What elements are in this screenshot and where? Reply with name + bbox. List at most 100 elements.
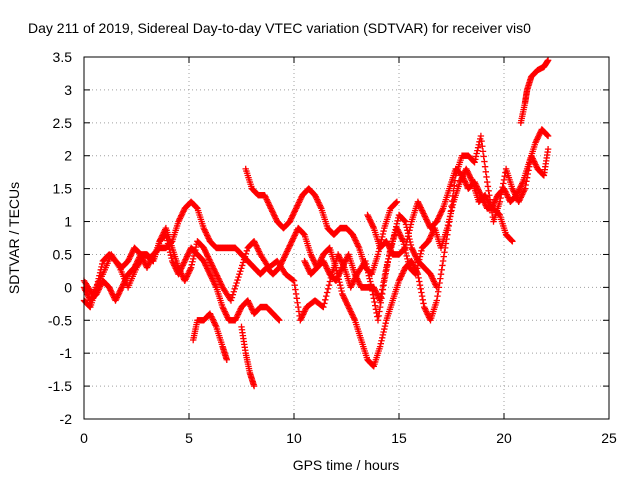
data-point bbox=[521, 185, 529, 192]
data-point bbox=[250, 238, 258, 245]
data-point bbox=[382, 268, 389, 275]
y-tick-label: 2.5 bbox=[53, 115, 73, 131]
data-point bbox=[337, 268, 344, 276]
data-point bbox=[344, 300, 351, 308]
data-point bbox=[219, 303, 226, 311]
data-point bbox=[339, 262, 347, 270]
data-point bbox=[183, 274, 190, 282]
data-point bbox=[217, 279, 224, 287]
data-point bbox=[181, 257, 188, 265]
data-point bbox=[311, 258, 318, 265]
data-point bbox=[409, 246, 416, 253]
data-point bbox=[200, 244, 207, 252]
data-point bbox=[491, 197, 499, 205]
data-point bbox=[474, 144, 482, 151]
data-point bbox=[118, 284, 125, 291]
data-point bbox=[418, 289, 425, 296]
data-point bbox=[339, 264, 346, 271]
data-point bbox=[208, 313, 215, 320]
data-point bbox=[297, 196, 304, 203]
x-tick-label: 15 bbox=[391, 430, 407, 446]
data-point bbox=[418, 292, 426, 300]
data-point bbox=[162, 231, 170, 238]
data-point bbox=[324, 285, 332, 293]
x-tick-label: 20 bbox=[496, 430, 512, 446]
data-point bbox=[232, 282, 239, 290]
data-point bbox=[411, 251, 419, 259]
data-point bbox=[315, 199, 322, 206]
data-point bbox=[313, 264, 321, 271]
data-point bbox=[400, 267, 408, 274]
data-point bbox=[510, 188, 517, 195]
data-point bbox=[192, 203, 200, 211]
data-point bbox=[505, 194, 512, 201]
data-point bbox=[367, 217, 374, 225]
data-point bbox=[430, 276, 437, 284]
data-point bbox=[403, 252, 410, 260]
data-point bbox=[459, 173, 466, 181]
data-point bbox=[114, 292, 121, 300]
data-point bbox=[289, 236, 296, 244]
data-point bbox=[463, 181, 470, 188]
data-point bbox=[371, 298, 378, 306]
data-point bbox=[521, 186, 528, 194]
data-point bbox=[255, 248, 263, 255]
data-point bbox=[347, 308, 354, 315]
data-point bbox=[304, 263, 311, 271]
data-point bbox=[267, 203, 274, 211]
data-point bbox=[222, 311, 230, 318]
data-point bbox=[323, 292, 330, 300]
data-point bbox=[266, 202, 273, 209]
data-point bbox=[275, 316, 282, 323]
data-point bbox=[238, 265, 245, 272]
data-point bbox=[132, 261, 139, 268]
data-point bbox=[201, 259, 208, 266]
data-point bbox=[276, 264, 283, 271]
data-point bbox=[481, 163, 489, 170]
data-point bbox=[423, 309, 431, 317]
data-point bbox=[544, 132, 552, 140]
y-tick-label: 0 bbox=[64, 279, 72, 295]
data-point bbox=[119, 282, 126, 290]
data-point bbox=[424, 311, 431, 318]
data-point bbox=[192, 243, 200, 251]
data-point bbox=[94, 278, 102, 285]
data-point bbox=[86, 303, 93, 310]
data-point bbox=[264, 199, 272, 206]
data-point bbox=[94, 287, 102, 295]
data-point bbox=[106, 285, 114, 293]
data-point bbox=[307, 251, 314, 258]
data-point bbox=[290, 209, 298, 216]
data-point bbox=[392, 226, 399, 233]
data-point bbox=[253, 242, 260, 249]
data-point bbox=[239, 259, 247, 266]
data-point bbox=[353, 240, 361, 247]
data-point bbox=[149, 257, 156, 264]
data-point bbox=[472, 153, 480, 160]
data-point bbox=[178, 265, 185, 272]
data-point bbox=[381, 275, 388, 282]
data-point bbox=[300, 309, 307, 317]
data-point bbox=[203, 230, 210, 238]
data-point bbox=[528, 153, 536, 161]
data-point bbox=[478, 193, 485, 200]
data-point bbox=[378, 290, 385, 297]
data-point bbox=[281, 254, 288, 261]
data-point bbox=[99, 260, 106, 268]
data-point bbox=[411, 250, 418, 257]
data-point bbox=[141, 258, 148, 265]
data-point bbox=[314, 262, 321, 270]
data-point bbox=[415, 200, 422, 207]
data-point bbox=[206, 269, 213, 276]
data-point bbox=[113, 294, 121, 301]
data-point bbox=[108, 290, 116, 297]
data-point bbox=[383, 238, 390, 245]
data-point bbox=[168, 238, 175, 246]
data-point bbox=[276, 317, 283, 324]
data-point bbox=[292, 230, 299, 238]
data-point bbox=[400, 246, 408, 253]
data-point bbox=[309, 254, 316, 261]
data-point bbox=[311, 192, 319, 199]
data-point bbox=[374, 313, 381, 320]
